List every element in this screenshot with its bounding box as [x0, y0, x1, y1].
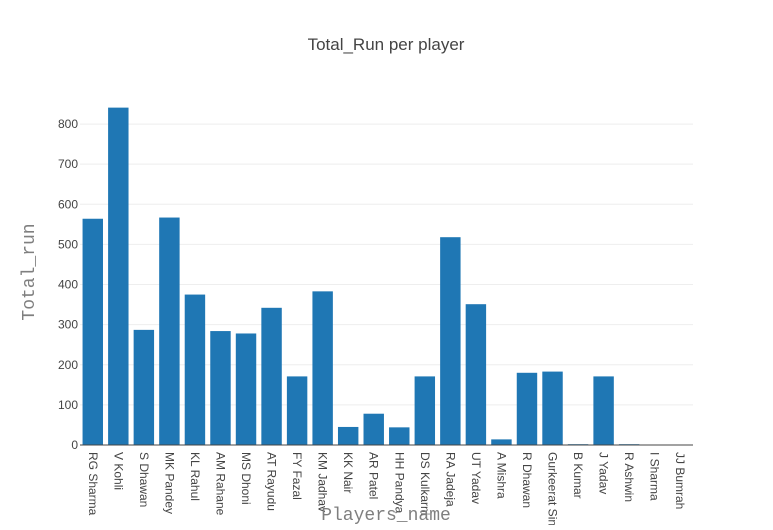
bar[interactable]	[338, 427, 358, 445]
x-tick-label: AR Patel	[367, 452, 381, 499]
bar[interactable]	[83, 219, 103, 445]
bar[interactable]	[159, 218, 179, 445]
x-tick-label: Gurkeerat Singh	[546, 452, 560, 525]
x-tick-label: I Sharma	[648, 452, 662, 501]
chart-title: Total_Run per player	[308, 35, 465, 54]
y-tick-label: 600	[58, 197, 78, 211]
bar[interactable]	[108, 108, 128, 445]
y-tick-label: 200	[58, 358, 78, 372]
bar[interactable]	[466, 304, 486, 445]
y-axis-ticks: 0 100 200 300 400 500 600 700 800	[58, 117, 78, 452]
y-tick-label: 500	[58, 237, 78, 251]
y-axis-title: Total_run	[20, 223, 40, 320]
x-tick-label: KK Nair	[341, 452, 355, 493]
x-tick-label: A Mishra	[494, 452, 508, 499]
bar[interactable]	[517, 373, 537, 445]
x-tick-label: R Ashwin	[622, 452, 636, 502]
bar[interactable]	[491, 439, 511, 445]
x-tick-label: AM Rahane	[213, 452, 227, 516]
bar[interactable]	[236, 333, 256, 445]
x-tick-label: KL Rahul	[188, 452, 202, 501]
x-tick-label: JJ Bumrah	[673, 452, 687, 509]
x-tick-label: KM Jadhav	[316, 452, 330, 512]
bar[interactable]	[440, 237, 460, 445]
x-tick-label: MS Dhoni	[239, 452, 253, 505]
x-tick-label: MK Pandey	[162, 452, 176, 514]
x-tick-label: R Dhawan	[520, 452, 534, 508]
bar[interactable]	[261, 308, 281, 445]
x-tick-label: AT Rayudu	[265, 452, 279, 511]
y-tick-label: 0	[71, 438, 78, 452]
bar[interactable]	[312, 291, 332, 445]
bar[interactable]	[542, 372, 562, 445]
x-tick-label: S Dhawan	[137, 452, 151, 507]
x-tick-label: HH Pandya	[392, 452, 406, 514]
y-tick-label: 700	[58, 157, 78, 171]
x-axis-title: Players_name	[321, 506, 451, 525]
x-tick-label: J Yadav	[597, 452, 611, 494]
y-tick-label: 800	[58, 117, 78, 131]
x-tick-label: RG Sharma	[86, 452, 100, 516]
y-tick-label: 400	[58, 278, 78, 292]
bars	[83, 108, 691, 445]
x-tick-label: UT Yadav	[469, 452, 483, 504]
y-tick-label: 100	[58, 398, 78, 412]
bar[interactable]	[210, 331, 230, 445]
bar[interactable]	[134, 330, 154, 445]
bar[interactable]	[389, 427, 409, 445]
y-tick-label: 300	[58, 318, 78, 332]
x-tick-label: B Kumar	[571, 452, 585, 499]
x-tick-label: FY Fazal	[290, 452, 304, 500]
bar[interactable]	[185, 295, 205, 445]
bar[interactable]	[287, 376, 307, 445]
bar[interactable]	[415, 376, 435, 445]
x-tick-label: V Kohli	[111, 452, 125, 490]
bar[interactable]	[364, 414, 384, 445]
bar[interactable]	[593, 376, 613, 445]
x-tick-label: RA Jadeja	[443, 452, 457, 507]
